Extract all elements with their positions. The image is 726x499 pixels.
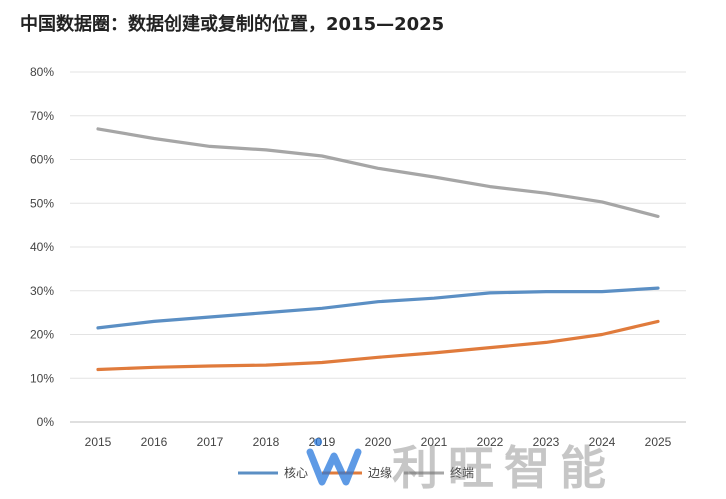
x-tick-label: 2021 — [421, 435, 448, 449]
legend-label: 核心 — [284, 466, 308, 480]
y-tick-label: 30% — [30, 284, 54, 298]
series-lines — [96, 127, 660, 372]
x-tick-label: 2023 — [533, 435, 560, 449]
y-tick-label: 70% — [30, 109, 54, 123]
x-tick-label: 2025 — [645, 435, 672, 449]
watermark-text: 利旺智能 — [392, 441, 616, 495]
x-tick-label: 2020 — [365, 435, 392, 449]
y-tick-label: 10% — [30, 371, 54, 385]
watermark-logo: 利旺智能 — [306, 438, 616, 495]
y-tick-label: 60% — [30, 153, 54, 167]
x-tick-label: 2024 — [589, 435, 616, 449]
grid-lines — [70, 71, 686, 423]
x-tick-label: 2017 — [197, 435, 224, 449]
series-line-0 — [96, 286, 660, 330]
watermark-logo-icon — [306, 438, 362, 486]
x-tick-label: 2019 — [309, 435, 336, 449]
x-tick-label: 2022 — [477, 435, 504, 449]
chart-title: 中国数据圈：数据创建或复制的位置，2015—2025 — [20, 14, 445, 35]
x-axis-ticks: 2015 2016 2017 2018 2019 2020 2021 2022 2023 2024… — [85, 435, 672, 449]
y-tick-label: 20% — [30, 328, 54, 342]
y-tick-label: 80% — [30, 65, 54, 79]
series-line-2 — [96, 127, 660, 218]
y-tick-label: 40% — [30, 240, 54, 254]
y-axis-ticks: 0% 10% 20% 30% 40% 50% 60% 70% 80% — [30, 65, 54, 429]
series-line-1 — [96, 319, 660, 372]
legend-label: 边缘 — [368, 466, 392, 480]
legend: 核心 边缘 终端 — [238, 465, 474, 480]
y-tick-label: 0% — [37, 415, 55, 429]
legend-label: 终端 — [450, 465, 474, 480]
x-tick-label: 2016 — [141, 435, 168, 449]
y-tick-label: 50% — [30, 196, 54, 210]
x-tick-label: 2018 — [253, 435, 280, 449]
x-tick-label: 2015 — [85, 435, 112, 449]
